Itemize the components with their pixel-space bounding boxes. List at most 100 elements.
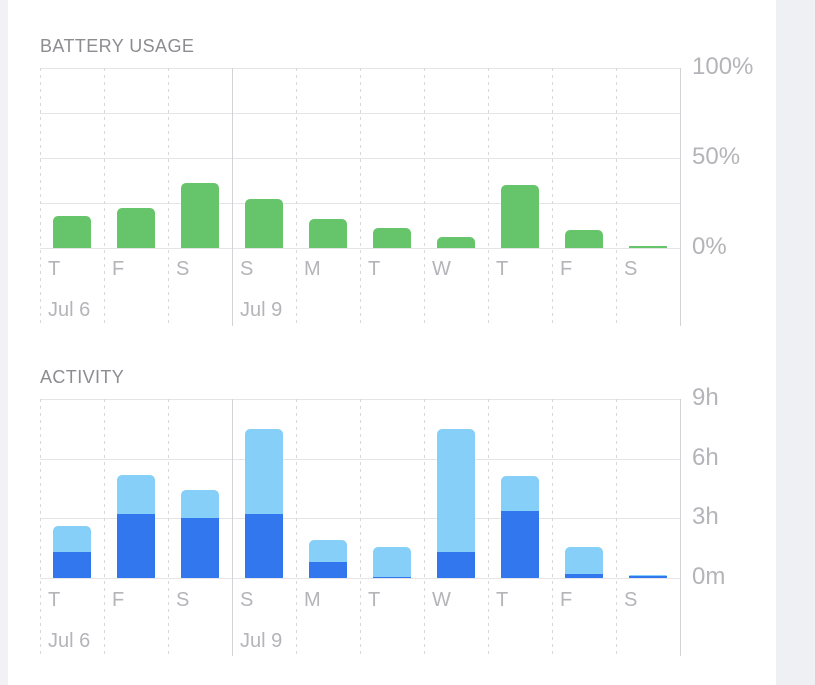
day-label: T	[496, 258, 509, 280]
bar-t-7[interactable]	[501, 475, 539, 578]
light-blue-segment	[181, 490, 219, 519]
day-label: T	[48, 589, 61, 611]
bar-fill	[629, 246, 667, 248]
bar-fill	[309, 219, 347, 248]
day-label: W	[432, 589, 451, 611]
day-label: F	[560, 589, 573, 611]
dark-blue-segment	[565, 574, 603, 578]
chart-right-border	[680, 399, 681, 656]
gridline-vertical-dashed	[360, 399, 361, 656]
day-label: S	[176, 258, 190, 280]
y-axis-label: 3h	[692, 503, 719, 531]
bar-s-2[interactable]	[181, 183, 219, 248]
light-blue-segment	[501, 475, 539, 512]
bar-s-9[interactable]	[629, 246, 667, 248]
bar-s-3[interactable]	[245, 428, 283, 578]
gridline-vertical-dashed	[424, 399, 425, 656]
week-divider-line	[232, 68, 233, 326]
bar-fill	[245, 199, 283, 248]
day-label: F	[560, 258, 573, 280]
gridline-vertical-dashed	[104, 68, 105, 326]
bar-w-6[interactable]	[437, 237, 475, 248]
y-axis-label: 6h	[692, 443, 719, 471]
day-label: M	[304, 589, 321, 611]
bar-fill	[53, 215, 91, 248]
day-label: T	[368, 258, 381, 280]
chart-right-border	[680, 68, 681, 326]
y-axis-label: 0%	[692, 233, 727, 260]
light-blue-segment	[565, 547, 603, 575]
day-label: S	[176, 589, 190, 611]
day-label: M	[304, 258, 321, 280]
dark-blue-segment	[437, 552, 475, 578]
week-date-label: Jul 6	[48, 299, 91, 321]
bar-t-0[interactable]	[53, 215, 91, 248]
light-blue-segment	[373, 547, 411, 577]
dark-blue-segment	[53, 552, 91, 578]
bar-fill	[181, 183, 219, 248]
dark-blue-segment	[501, 511, 539, 578]
light-blue-segment	[437, 428, 475, 553]
day-label: S	[624, 258, 638, 280]
dark-blue-segment	[117, 514, 155, 578]
bar-t-5[interactable]	[373, 228, 411, 248]
bar-m-4[interactable]	[309, 540, 347, 578]
day-label: F	[112, 589, 125, 611]
bar-f-8[interactable]	[565, 547, 603, 578]
gridline-vertical-dashed	[168, 68, 169, 326]
bar-fill	[373, 228, 411, 248]
bar-fill	[565, 230, 603, 248]
dark-blue-segment	[309, 562, 347, 578]
day-label: F	[112, 258, 125, 280]
bar-fill	[501, 185, 539, 248]
week-date-label: Jul 6	[48, 630, 91, 652]
left-page-edge	[0, 0, 8, 685]
gridline-vertical-dashed	[360, 68, 361, 326]
light-blue-segment	[53, 526, 91, 553]
bar-w-6[interactable]	[437, 428, 475, 578]
y-axis-label: 9h	[692, 384, 719, 411]
day-label: S	[240, 258, 254, 280]
bar-f-8[interactable]	[565, 230, 603, 248]
gridline-vertical-dashed	[40, 68, 41, 326]
bar-s-3[interactable]	[245, 199, 283, 248]
day-label: T	[48, 258, 61, 280]
dark-blue-segment	[373, 577, 411, 578]
activity-title: ACTIVITY	[40, 367, 125, 387]
gridline-vertical-dashed	[616, 68, 617, 326]
dark-blue-segment	[629, 576, 667, 578]
bar-t-0[interactable]	[53, 526, 91, 578]
gridline-vertical-dashed	[616, 399, 617, 656]
gridline-vertical-dashed	[488, 68, 489, 326]
day-label: W	[432, 258, 451, 280]
dark-blue-segment	[245, 514, 283, 578]
light-blue-segment	[309, 540, 347, 563]
bar-f-1[interactable]	[117, 208, 155, 248]
y-axis-label: 0m	[692, 563, 726, 590]
bar-m-4[interactable]	[309, 219, 347, 248]
gridline-vertical-dashed	[296, 399, 297, 656]
bar-s-9[interactable]	[629, 575, 667, 578]
week-date-label: Jul 9	[240, 630, 283, 652]
bar-fill	[437, 237, 475, 248]
light-blue-segment	[629, 575, 667, 576]
bar-f-1[interactable]	[117, 474, 155, 578]
gridline-vertical-dashed	[296, 68, 297, 326]
gridline-vertical-dashed	[40, 399, 41, 656]
battery-usage-title: BATTERY USAGE	[40, 36, 195, 56]
bar-t-7[interactable]	[501, 185, 539, 248]
day-label: T	[368, 589, 381, 611]
day-label: S	[624, 589, 638, 611]
right-page-edge	[776, 0, 815, 685]
bar-s-2[interactable]	[181, 490, 219, 578]
gridline-vertical-dashed	[552, 399, 553, 656]
bar-t-5[interactable]	[373, 547, 411, 578]
day-label: S	[240, 589, 254, 611]
gridline-vertical-dashed	[552, 68, 553, 326]
light-blue-segment	[117, 474, 155, 515]
gridline-vertical-dashed	[104, 399, 105, 656]
dark-blue-segment	[181, 518, 219, 578]
